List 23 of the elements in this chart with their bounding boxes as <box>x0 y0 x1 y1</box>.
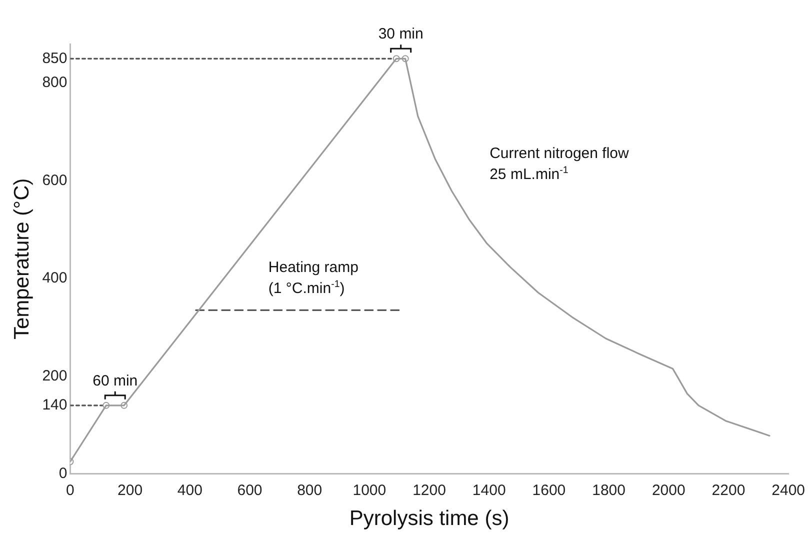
x-tick-label: 1000 <box>352 482 386 499</box>
y-tick-label: 0 <box>58 464 68 482</box>
x-tick-label: 1400 <box>472 482 506 499</box>
y-tick-label: 600 <box>42 172 68 189</box>
annotation: 60 min <box>92 372 138 390</box>
x-tick-label: 2200 <box>712 482 746 499</box>
x-tick-label: 2400 <box>772 482 806 499</box>
y-tick-label: 850 <box>42 50 68 67</box>
y-tick-label: 140 <box>42 396 68 414</box>
x-axis-title: Pyrolysis time (s) <box>349 507 510 530</box>
x-tick-label: 800 <box>297 482 322 499</box>
x-tick-label: 200 <box>118 482 143 499</box>
y-tick-label: 200 <box>42 367 68 384</box>
x-tick-label: 1600 <box>532 482 566 499</box>
annotation: 30 min <box>378 26 424 43</box>
x-tick-label: 600 <box>237 482 262 499</box>
x-tick-label: 2000 <box>652 482 686 499</box>
y-tick-label: 400 <box>42 270 68 287</box>
x-tick-label: 1200 <box>412 482 446 499</box>
y-tick-label: 800 <box>42 74 68 92</box>
y-axis-title: Temperature (°C) <box>10 178 34 340</box>
x-tick-label: 1800 <box>592 482 626 499</box>
x-tick-label: 400 <box>177 482 202 499</box>
